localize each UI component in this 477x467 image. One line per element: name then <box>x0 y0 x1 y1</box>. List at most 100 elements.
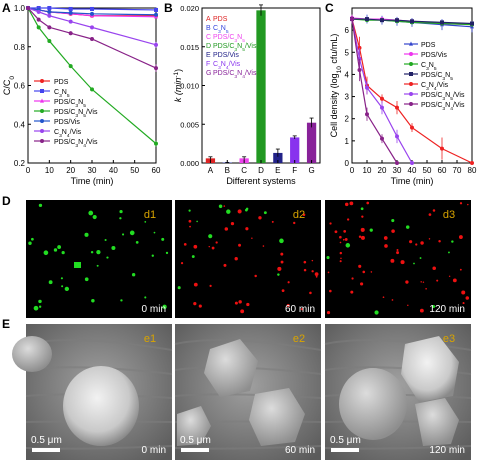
red-cell <box>347 218 349 220</box>
red-cell <box>429 213 432 216</box>
green-cell <box>105 239 107 241</box>
scale-bar-label: 0.5 μm <box>31 435 62 446</box>
red-cell <box>361 216 363 218</box>
green-cell <box>31 238 34 241</box>
red-cell <box>433 209 436 212</box>
green-cell <box>61 285 63 287</box>
data-point <box>395 106 399 110</box>
green-cell <box>154 232 156 234</box>
panel-label-C: C <box>325 1 334 15</box>
red-cell <box>340 258 341 259</box>
x-tick-label: 10 <box>45 166 54 175</box>
red-cell <box>415 243 417 245</box>
red-cell <box>401 260 405 264</box>
red-cell <box>383 296 385 298</box>
red-cell <box>235 302 238 305</box>
red-cell <box>340 260 342 262</box>
red-cell <box>396 251 399 254</box>
green-cell <box>413 263 415 265</box>
legend-marker <box>40 119 44 123</box>
data-point <box>410 161 414 165</box>
legend-label: C3N4/Vis <box>421 82 449 92</box>
red-cell <box>263 245 265 247</box>
red-cell <box>209 285 211 287</box>
y-tick-label: 1.0 <box>14 4 26 13</box>
x-tick-label: F <box>292 166 297 175</box>
time-label: 60 min <box>285 304 315 315</box>
red-cell <box>223 205 225 207</box>
x-tick-label: D <box>258 166 264 175</box>
green-cell <box>122 233 124 235</box>
red-cell <box>340 242 342 244</box>
red-cell <box>407 305 408 306</box>
green-cell <box>28 242 31 245</box>
red-cell <box>189 220 192 223</box>
red-cell <box>423 281 424 282</box>
red-cell <box>371 271 373 273</box>
x-tick-label: 30 <box>393 166 402 175</box>
x-tick-label: E <box>275 166 280 175</box>
red-cell <box>351 277 353 279</box>
scale-bar-label: 0.5 μm <box>180 435 211 446</box>
red-cell <box>311 270 313 272</box>
green-cell <box>326 256 329 259</box>
red-cell <box>293 222 295 224</box>
frame-tag: d1 <box>144 209 156 221</box>
legend-label: PDS/C3N5/Vis <box>421 92 465 102</box>
red-cell <box>280 253 283 256</box>
green-cell <box>44 250 49 255</box>
data-point <box>37 18 41 22</box>
x-tick-label: B <box>225 166 230 175</box>
red-cell <box>392 299 394 301</box>
data-point <box>440 20 444 24</box>
green-cell <box>84 233 88 237</box>
green-cell <box>38 300 41 303</box>
legend-label: PDS/C3N4/Vis <box>213 70 257 80</box>
red-cell <box>384 236 388 240</box>
legend-letter: F <box>206 61 210 68</box>
x-tick-label: 40 <box>109 166 118 175</box>
y-tick-label: 0.015 <box>180 43 199 52</box>
legend-marker <box>40 89 44 93</box>
data-point <box>410 19 414 23</box>
data-point <box>47 14 51 18</box>
y-tick-label: 0.8 <box>14 43 26 52</box>
red-cell <box>340 252 342 254</box>
data-point <box>410 126 414 130</box>
frame-tag: d2 <box>293 209 305 221</box>
green-cell <box>144 296 146 298</box>
red-cell <box>343 239 345 241</box>
legend-letter: B <box>206 25 211 32</box>
green-cell <box>39 306 41 308</box>
red-cell <box>391 229 395 233</box>
legend-label: PDS/C3N5/Vis <box>54 109 98 119</box>
green-cell <box>144 221 146 223</box>
frame-tag: d3 <box>443 209 455 221</box>
legend-label: PDS/Vis <box>54 119 80 126</box>
red-cell <box>420 309 424 313</box>
red-cell <box>420 281 421 282</box>
green-cell <box>226 209 230 213</box>
green-cell <box>196 221 198 223</box>
bacterial-cell <box>63 366 139 446</box>
x-axis-label: Time (min) <box>71 176 114 186</box>
red-cell <box>405 280 408 283</box>
data-point <box>90 7 94 11</box>
time-label: 120 min <box>429 304 465 315</box>
x-tick-label: 80 <box>468 166 477 175</box>
data-point <box>380 18 384 22</box>
green-cell <box>152 255 154 257</box>
green-cell <box>370 229 373 232</box>
red-cell <box>238 300 241 303</box>
y-tick-label: 0.005 <box>180 120 199 129</box>
red-cell <box>312 260 313 261</box>
data-point <box>154 13 158 17</box>
data-point <box>69 31 73 35</box>
legend-marker <box>409 52 413 56</box>
red-cell <box>189 226 191 228</box>
red-cell <box>328 272 330 274</box>
red-cell <box>429 238 430 239</box>
frame-tag: e2 <box>293 333 305 345</box>
data-point <box>154 43 158 47</box>
green-cell <box>111 246 115 250</box>
